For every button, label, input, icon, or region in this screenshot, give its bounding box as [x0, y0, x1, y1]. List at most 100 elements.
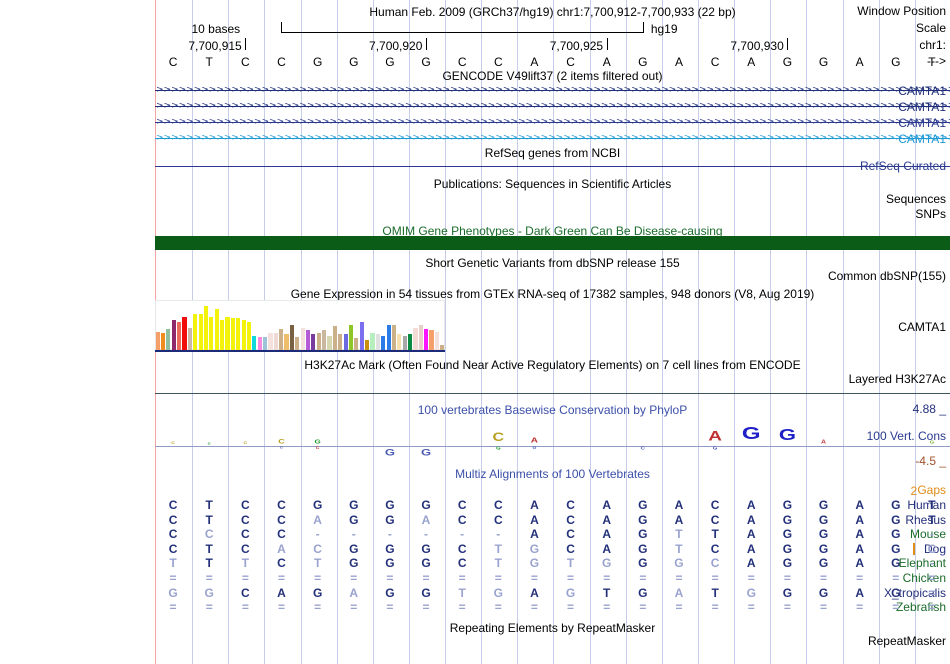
gtex-tissue-bar[interactable] — [386, 324, 391, 352]
gtex-tissue-bar[interactable] — [187, 327, 192, 352]
gtex-tissue-bar[interactable] — [391, 324, 397, 352]
sequence-base: A — [530, 55, 539, 69]
gtex-tissue-bar[interactable] — [268, 333, 273, 352]
gtex-tissue-bar[interactable] — [198, 314, 203, 352]
conservation-label[interactable]: 100 Vert. Cons — [866, 429, 946, 443]
multiz-base: = — [386, 600, 394, 615]
sequence-base: G — [891, 55, 901, 69]
gtex-tissue-bar[interactable] — [343, 334, 348, 352]
multiz-base: T — [458, 585, 466, 600]
multiz-base: T — [603, 585, 611, 600]
gtex-tissue-bar[interactable] — [214, 308, 219, 352]
gencode-intron-arrows[interactable]: >>>>>>>>>>>>>>>>>>>>>>>>>>>>>>>>>>>>>>>>… — [155, 86, 950, 95]
strand-arrow-icon: >>>>>>>>>>>>>>>>>>>>>>>>>>>>>>>>>>>>>>>>… — [156, 133, 950, 143]
gtex-tissue-bar[interactable] — [311, 334, 316, 352]
dbsnp-label[interactable]: Common dbSNP(155) — [827, 269, 946, 283]
gtex-tissue-bar[interactable] — [316, 333, 321, 352]
gtex-barchart[interactable] — [155, 300, 950, 352]
gtex-tissue-bar[interactable] — [203, 306, 209, 352]
gtex-tissue-bar[interactable] — [236, 318, 241, 352]
gtex-tissue-bar[interactable] — [160, 333, 166, 352]
gtex-tissue-bar[interactable] — [220, 319, 225, 352]
gtex-tissue-bar[interactable] — [273, 333, 278, 352]
gtex-tissue-bar[interactable] — [429, 330, 434, 352]
gtex-tissue-bar[interactable] — [300, 327, 305, 352]
multiz-base: G — [349, 512, 359, 527]
gtex-tissue-bar[interactable] — [359, 322, 364, 352]
multiz-base: = — [458, 600, 466, 615]
multiz-base: A — [674, 585, 684, 600]
gencode-gene-label[interactable]: CAMTA1 — [898, 84, 946, 98]
multiz-species-label[interactable]: Rhesus — [905, 512, 946, 527]
multiz-base: G — [349, 498, 359, 512]
gtex-tissue-bar[interactable] — [424, 329, 429, 352]
gtex-tissue-bar[interactable] — [193, 314, 198, 352]
gtex-tissue-bar[interactable] — [354, 338, 359, 352]
gtex-tissue-bar[interactable] — [381, 335, 386, 352]
gtex-tissue-bar[interactable] — [182, 316, 187, 352]
publications-sequences-label[interactable]: Sequences — [885, 192, 946, 206]
gtex-tissue-bar[interactable] — [413, 327, 418, 352]
multiz-species-label[interactable]: Zebrafish — [895, 600, 946, 615]
conservation-zero-line — [155, 446, 950, 447]
gtex-tissue-bar[interactable] — [440, 345, 445, 352]
gencode-gene-label[interactable]: CAMTA1 — [898, 116, 946, 130]
gtex-tissue-bar[interactable] — [225, 316, 230, 352]
gtex-tissue-bar[interactable] — [305, 330, 311, 352]
gtex-tissue-bar[interactable] — [246, 322, 252, 352]
gtex-tissue-bar[interactable] — [263, 337, 268, 352]
gtex-tissue-bar[interactable] — [322, 330, 327, 352]
gtex-tissue-bar[interactable] — [327, 335, 332, 352]
multiz-base: C — [277, 556, 286, 571]
gtex-tissue-bar[interactable] — [397, 334, 402, 352]
gtex-tissue-bar[interactable] — [434, 331, 439, 352]
gtex-tissue-bar[interactable] — [332, 326, 337, 352]
publications-snps-label[interactable]: SNPs — [915, 207, 946, 221]
repeatmasker-label[interactable]: RepeatMasker — [867, 634, 946, 648]
gencode-intron-arrows[interactable]: >>>>>>>>>>>>>>>>>>>>>>>>>>>>>>>>>>>>>>>>… — [155, 102, 950, 111]
gtex-tissue-bar[interactable] — [370, 333, 375, 352]
gtex-tissue-bar[interactable] — [338, 334, 343, 352]
multiz-base: T — [675, 541, 683, 556]
gtex-tissue-bar[interactable] — [289, 324, 294, 352]
omim-gene-bar[interactable] — [155, 236, 950, 250]
gtex-tissue-bar[interactable] — [284, 334, 289, 352]
gtex-gene-label[interactable]: CAMTA1 — [898, 320, 946, 334]
gtex-tissue-bar[interactable] — [279, 329, 284, 352]
gtex-tissue-bar[interactable] — [155, 331, 160, 352]
gap-marker — [912, 542, 915, 555]
gtex-tissue-bar[interactable] — [365, 339, 370, 352]
scale-bar — [281, 32, 643, 33]
gtex-tissue-bar[interactable] — [209, 316, 214, 352]
gtex-tissue-bar[interactable] — [171, 319, 176, 352]
gtex-tissue-bar[interactable] — [241, 319, 246, 352]
multiz-species-label[interactable]: Mouse — [909, 527, 946, 542]
gtex-tissue-bar[interactable] — [418, 324, 423, 352]
h3k27ac-label[interactable]: Layered H3K27Ac — [848, 372, 946, 386]
multiz-species-label[interactable]: X_tropicalis — [883, 585, 946, 600]
gtex-tissue-bar[interactable] — [348, 324, 354, 352]
gtex-tissue-bar[interactable] — [257, 337, 262, 352]
gtex-tissue-bar[interactable] — [375, 334, 380, 352]
gtex-baseline — [155, 350, 445, 352]
gencode-intron-arrows[interactable]: >>>>>>>>>>>>>>>>>>>>>>>>>>>>>>>>>>>>>>>>… — [155, 134, 950, 143]
gtex-tissue-bar[interactable] — [252, 335, 257, 352]
multiz-row: = = = = = = = = = = = = = = = = = = = = = = — [155, 571, 950, 585]
gencode-gene-label[interactable]: CAMTA1 — [898, 132, 946, 146]
gtex-tissue-bar[interactable] — [402, 335, 407, 352]
gtex-tissue-bar[interactable] — [230, 318, 235, 352]
gtex-tissue-bar[interactable] — [408, 334, 413, 352]
gtex-tissue-bar[interactable] — [166, 329, 171, 352]
gencode-intron-arrows[interactable]: >>>>>>>>>>>>>>>>>>>>>>>>>>>>>>>>>>>>>>>>… — [155, 118, 950, 127]
gtex-tissue-bar[interactable] — [295, 337, 300, 352]
multiz-base: C — [457, 556, 467, 571]
multiz-species-label[interactable]: Elephant — [898, 556, 946, 571]
gtex-tissue-bar[interactable] — [177, 322, 182, 352]
multiz-base: G — [638, 512, 648, 527]
sequence-base: C — [493, 55, 503, 69]
multiz-species-label[interactable]: Human — [907, 498, 946, 512]
multiz-species-label[interactable]: Chicken — [902, 571, 946, 585]
gencode-gene-label[interactable]: CAMTA1 — [898, 100, 946, 114]
multiz-species-label[interactable]: Dog — [923, 541, 946, 556]
